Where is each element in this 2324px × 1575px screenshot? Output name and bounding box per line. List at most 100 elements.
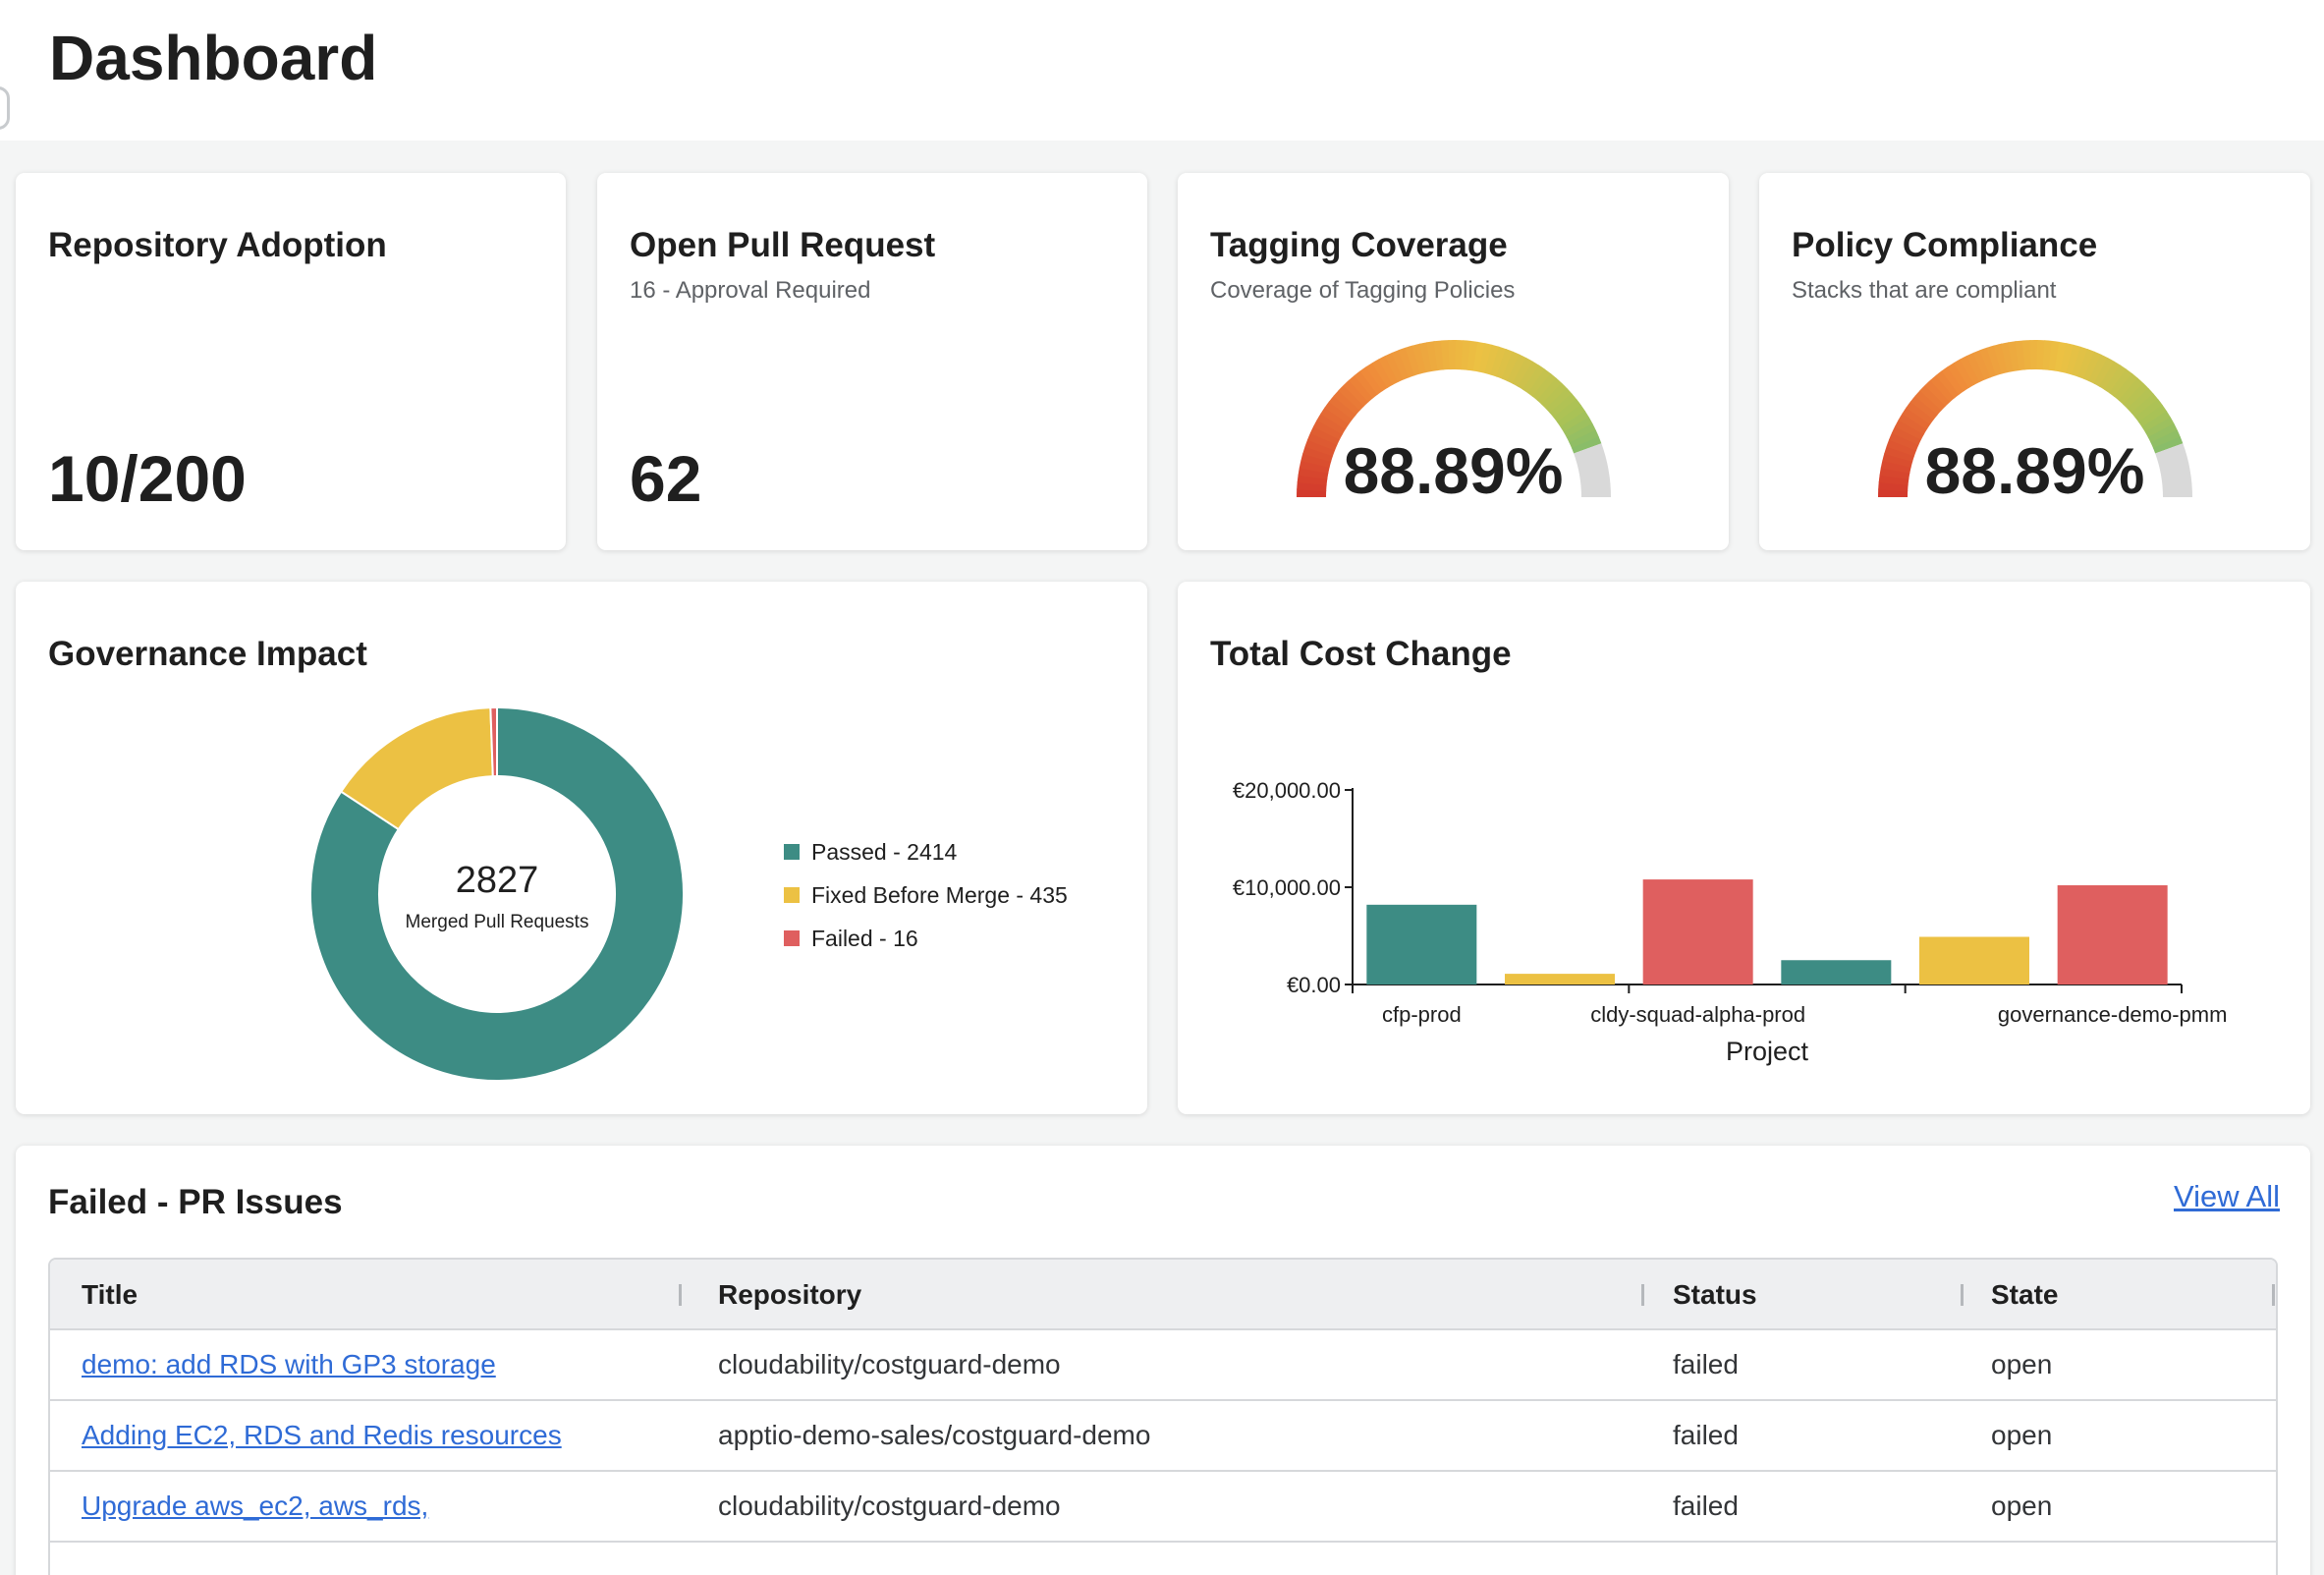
- gauge-fill-segment: [1553, 399, 1582, 423]
- gauge-fill-segment: [1333, 389, 1361, 416]
- column-resize-handle[interactable]: [679, 1284, 682, 1306]
- gauge-fill-segment: [2000, 342, 2015, 373]
- card-subtitle: 16 - Approval Required: [630, 277, 871, 304]
- gauge-fill-segment: [1935, 370, 1961, 399]
- legend-swatch: [784, 844, 800, 860]
- gauge-fill-segment: [2088, 354, 2109, 384]
- legend-label: Fixed Before Merge - 435: [811, 881, 1068, 908]
- cost-bar[interactable]: [1642, 879, 1753, 984]
- gauge-fill-segment: [2144, 417, 2175, 438]
- gauge-fill-segment: [1343, 379, 1369, 407]
- repository-cell: cloudability/costguard-demo: [718, 1349, 1061, 1379]
- gauge-value: 88.89%: [1924, 434, 2145, 507]
- legend-swatch: [784, 930, 800, 946]
- gauge-fill-segment: [1348, 374, 1374, 403]
- x-tick-label: cldy-squad-alpha-prod: [1590, 1002, 1805, 1027]
- gauge-fill-segment: [1517, 361, 1540, 391]
- gauge-fill-segment: [2082, 351, 2102, 382]
- gauge-fill-segment: [2109, 368, 2133, 398]
- status-cell: failed: [1673, 1420, 1739, 1450]
- gauge-fill-segment: [1993, 343, 2009, 374]
- page-header: Dashboard: [0, 0, 2324, 141]
- column-header-repository[interactable]: Repository: [718, 1279, 862, 1310]
- open-pull-request-card: Open Pull Request 16 - Approval Required…: [597, 173, 1147, 550]
- gauge-fill-segment: [1371, 359, 1394, 389]
- pr-title-link[interactable]: demo: add RDS with GP3 storage: [82, 1349, 496, 1379]
- gauge-fill-segment: [1972, 349, 1991, 380]
- cost-bar[interactable]: [1366, 904, 1477, 984]
- gauge-fill-segment: [1909, 395, 1939, 421]
- gauge-fill-segment: [1563, 417, 1593, 438]
- gauge-fill-segment: [2130, 393, 2159, 419]
- legend-item[interactable]: Fixed Before Merge - 435: [784, 873, 1068, 917]
- card-title: Policy Compliance: [1792, 226, 2098, 264]
- gauge-fill-segment: [1365, 362, 1389, 392]
- gauge-fill-segment: [2060, 343, 2075, 374]
- gauge-fill-segment: [1354, 370, 1379, 399]
- table-row: Upgrade aws_ec2, aws_rds, cloudability/c…: [50, 1472, 2276, 1543]
- pr-title-link[interactable]: Adding EC2, RDS and Redis resources: [82, 1420, 562, 1450]
- column-header-state[interactable]: State: [1991, 1279, 2059, 1310]
- legend-label: Passed - 2414: [811, 838, 958, 865]
- gauge-fill-segment: [1490, 346, 1507, 377]
- tagging-gauge: [1297, 340, 1611, 498]
- gauge-fill-segment: [2015, 340, 2026, 371]
- gauge-fill-segment: [1324, 401, 1354, 425]
- gauge-fill-segment: [1902, 407, 1931, 430]
- cost-bar[interactable]: [1505, 974, 1615, 984]
- gauge-fill-segment: [1507, 354, 1527, 384]
- x-axis-label: Project: [1726, 1037, 1809, 1066]
- cost-bar-chart: €0.00 €10,000.00 €20,000.00 cfp-prod cldy-sq…: [1233, 778, 2228, 1066]
- column-header-title[interactable]: Title: [82, 1279, 138, 1310]
- column-resize-handle[interactable]: [2272, 1284, 2275, 1306]
- table-header: Title Repository Status State: [50, 1260, 2276, 1330]
- gauge-fill-segment: [2127, 387, 2154, 414]
- policy-compliance-card: Policy Compliance Stacks that are compli…: [1759, 173, 2310, 550]
- governance-donut-chart: 2827 Merged Pull Requests: [309, 705, 685, 1082]
- gauge-fill-segment: [2066, 344, 2081, 375]
- repository-cell: apptio-demo-sales/costguard-demo: [718, 1420, 1151, 1450]
- sidebar-toggle[interactable]: [0, 86, 10, 130]
- donut-slice-failed[interactable]: [489, 705, 498, 778]
- gauge-fill-segment: [2098, 361, 2122, 391]
- gauge-fill-segment: [1313, 419, 1344, 440]
- gauge-remainder: [2155, 443, 2192, 498]
- tagging-coverage-card: Tagging Coverage Coverage of Tagging Pol…: [1178, 173, 1729, 550]
- donut-slice-passed[interactable]: [309, 705, 685, 1082]
- view-all-link[interactable]: View All: [2174, 1179, 2280, 1213]
- gauge-fill-segment: [1461, 340, 1471, 370]
- gauge-fill-segment: [2104, 365, 2128, 394]
- gauge-fill-segment: [1906, 401, 1935, 425]
- column-resize-handle[interactable]: [1641, 1284, 1644, 1306]
- status-cell: failed: [1673, 1349, 1739, 1379]
- table-row: demo: add RDS with GP3 storage cloudabil…: [50, 1330, 2276, 1401]
- gauge-fill-segment: [2147, 422, 2179, 444]
- legend-item[interactable]: Passed - 2414: [784, 830, 1068, 873]
- gauge-fill-segment: [1557, 404, 1586, 428]
- gauge-fill-segment: [1478, 343, 1493, 374]
- cost-bar[interactable]: [2057, 885, 2168, 984]
- metric-value: 62: [630, 442, 702, 515]
- gauge-fill-segment: [1359, 366, 1384, 395]
- repository-adoption-card: Repository Adoption 10/200: [16, 173, 566, 550]
- gauge-fill-segment: [2072, 346, 2088, 377]
- cost-bar[interactable]: [1919, 936, 2029, 984]
- gauge-fill-segment: [1960, 355, 1980, 385]
- gauge-fill-segment: [1536, 377, 1563, 406]
- gauge-fill-segment: [1328, 395, 1357, 421]
- cost-bar[interactable]: [1781, 960, 1892, 984]
- column-header-status[interactable]: Status: [1673, 1279, 1757, 1310]
- legend-item[interactable]: Failed - 16: [784, 917, 1068, 960]
- policy-gauge: [1878, 340, 2192, 498]
- gauge-fill-segment: [1531, 372, 1558, 401]
- gauge-fill-segment: [1895, 419, 1925, 440]
- gauge-fill-segment: [1986, 345, 2003, 376]
- state-cell: open: [1991, 1349, 2053, 1379]
- gauge-fill-segment: [1484, 344, 1500, 375]
- state-cell: open: [1991, 1420, 2053, 1450]
- gauge-fill-segment: [1965, 352, 1986, 383]
- gauge-fill-segment: [1941, 366, 1965, 395]
- gauge-fill-segment: [1541, 382, 1568, 410]
- column-resize-handle[interactable]: [1961, 1284, 1964, 1306]
- pr-title-link[interactable]: Upgrade aws_ec2, aws_rds,: [82, 1491, 429, 1521]
